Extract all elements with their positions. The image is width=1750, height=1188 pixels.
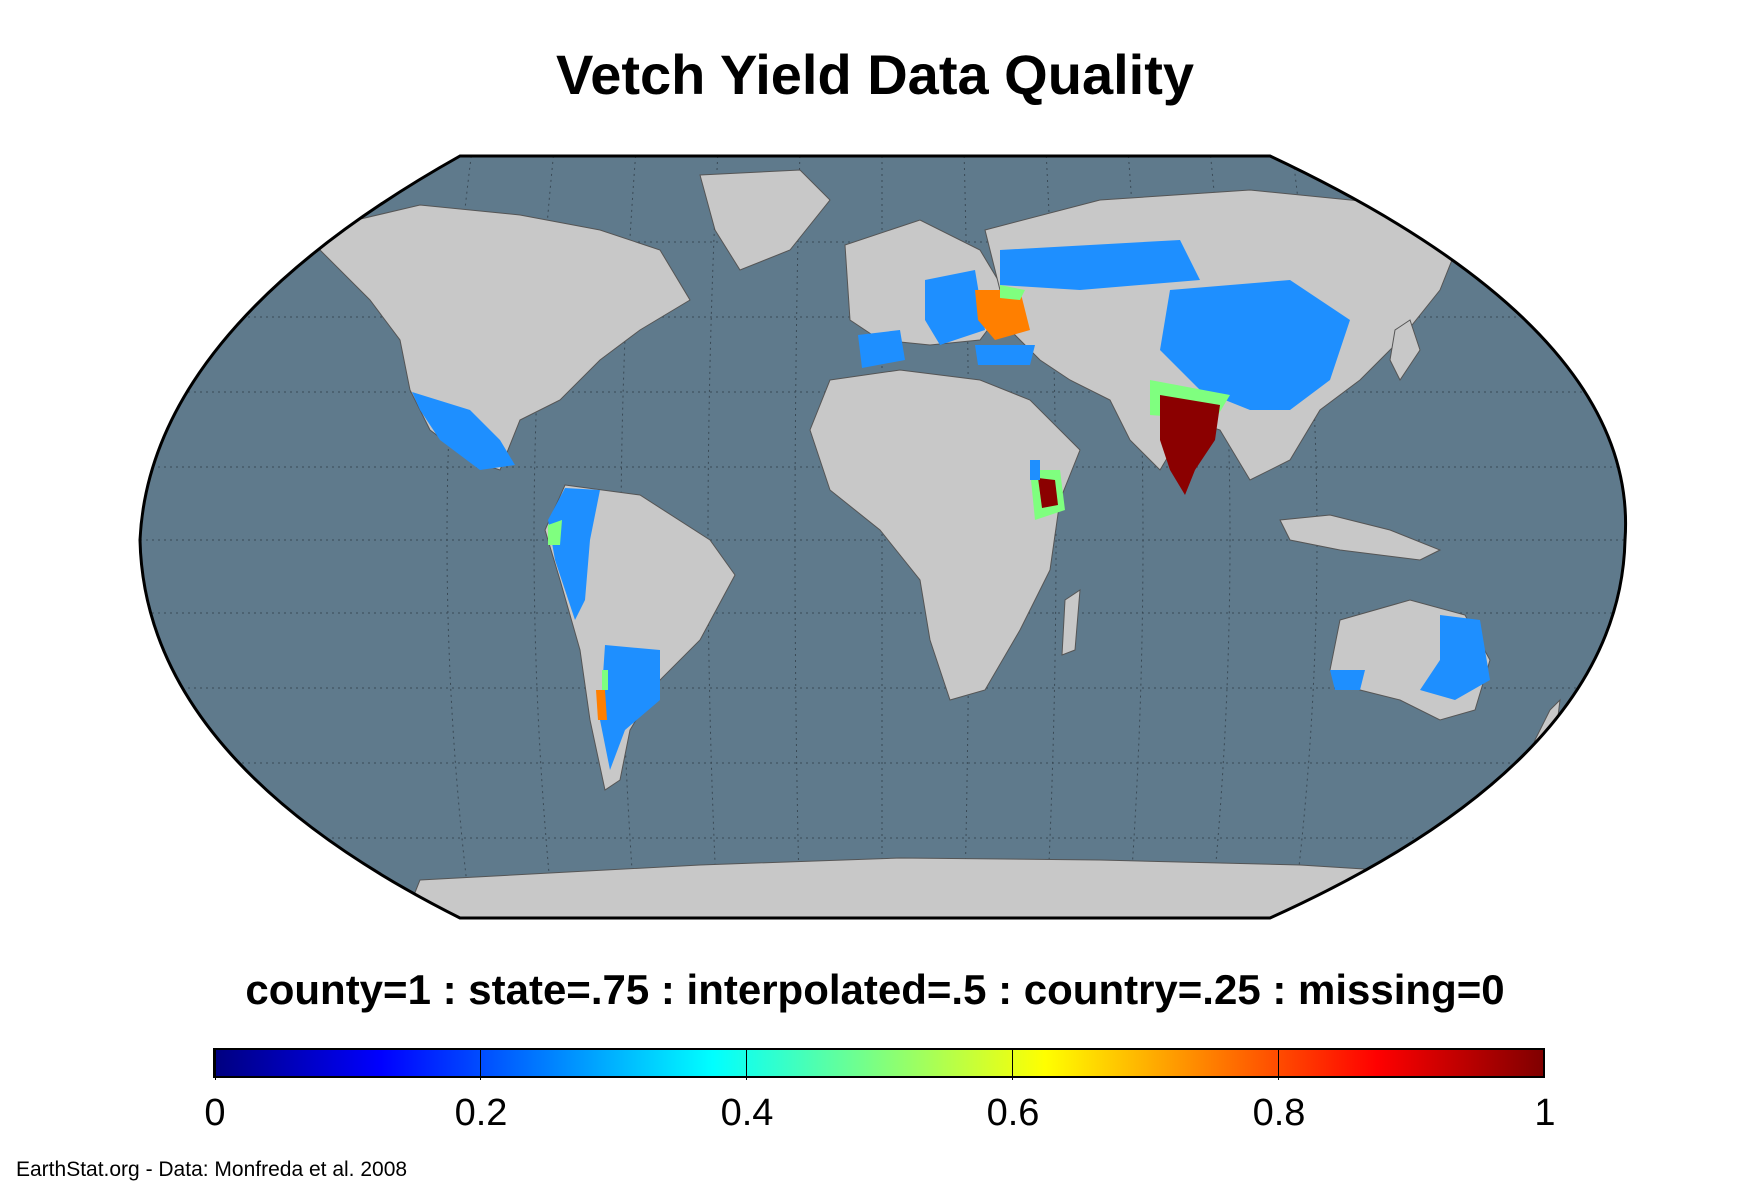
region-ecuador bbox=[548, 520, 562, 545]
region-chile bbox=[596, 690, 607, 720]
colorbar-tick-3 bbox=[1012, 1050, 1013, 1080]
region-chile-margin bbox=[602, 670, 608, 690]
colorbar-tick-2 bbox=[746, 1050, 747, 1080]
source-credit: EarthStat.org - Data: Monfreda et al. 20… bbox=[16, 1158, 408, 1181]
region-mexico bbox=[412, 392, 515, 470]
region-ethiopia bbox=[1038, 478, 1058, 508]
region-ukraine-margin bbox=[1000, 285, 1025, 300]
colorbar-tick-1 bbox=[480, 1050, 481, 1080]
colorbar-tick-label: 0 bbox=[204, 1092, 226, 1134]
japan bbox=[1389, 319, 1421, 381]
legend-label: county=1 : state=.75 : interpolated=.5 :… bbox=[245, 966, 1505, 1013]
region-turkey bbox=[975, 345, 1035, 365]
greenland bbox=[699, 169, 831, 271]
madagascar bbox=[1061, 589, 1081, 656]
africa bbox=[809, 369, 1081, 701]
region-india bbox=[1160, 395, 1220, 495]
colorbar-tick-4 bbox=[1278, 1050, 1279, 1080]
colorbar-tick-label: 0.6 bbox=[986, 1092, 1040, 1134]
colorbar-tick-label: 1 bbox=[1534, 1092, 1556, 1134]
region-europe-central bbox=[925, 270, 985, 345]
colorbar-tick-label: 0.2 bbox=[454, 1092, 508, 1134]
globe-border bbox=[138, 154, 1628, 920]
region-australia-west bbox=[1330, 670, 1365, 690]
colorbar-tick-0 bbox=[215, 1050, 216, 1080]
region-ukraine bbox=[975, 290, 1030, 340]
south-america bbox=[544, 484, 736, 791]
region-east-africa bbox=[1030, 460, 1040, 480]
region-russia bbox=[1000, 240, 1200, 290]
colorbar-tick-label: 0.8 bbox=[1252, 1092, 1306, 1134]
region-china bbox=[1160, 280, 1350, 410]
north-america bbox=[319, 204, 691, 471]
chart-title: Vetch Yield Data Quality bbox=[555, 43, 1194, 106]
colorbar-tick-label: 0.4 bbox=[720, 1092, 774, 1134]
world-map bbox=[138, 154, 1628, 920]
colorbar bbox=[213, 1048, 1545, 1080]
quality-regions bbox=[412, 240, 1490, 770]
region-australia bbox=[1420, 615, 1490, 700]
antarctica bbox=[399, 857, 1401, 918]
region-europe-west bbox=[858, 330, 905, 368]
indonesia bbox=[1279, 514, 1442, 561]
region-argentina bbox=[600, 645, 660, 770]
